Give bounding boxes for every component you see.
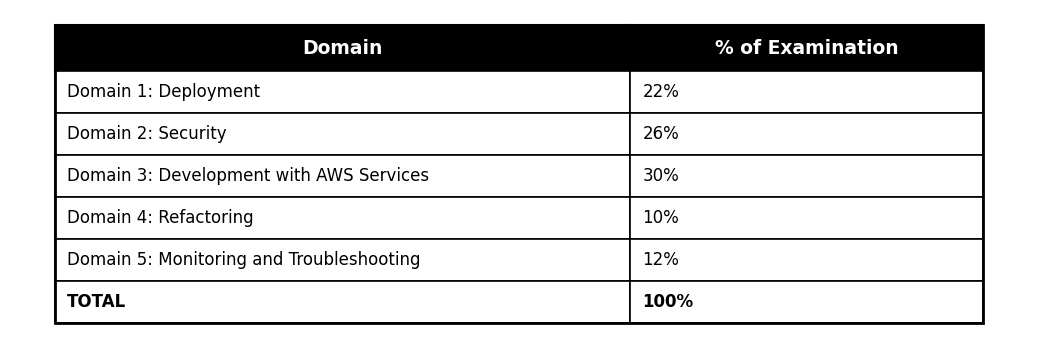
Text: Domain 5: Monitoring and Troubleshooting: Domain 5: Monitoring and Troubleshooting — [67, 251, 420, 269]
Bar — [630, 71, 983, 113]
Text: 100%: 100% — [643, 293, 693, 311]
Bar — [55, 239, 630, 281]
Bar — [55, 113, 630, 155]
Bar — [55, 25, 630, 71]
Text: Domain 3: Development with AWS Services: Domain 3: Development with AWS Services — [67, 167, 429, 185]
Text: Domain 1: Deployment: Domain 1: Deployment — [67, 83, 261, 101]
Text: TOTAL: TOTAL — [67, 293, 127, 311]
Text: % of Examination: % of Examination — [715, 39, 899, 58]
Bar — [630, 155, 983, 197]
Text: 26%: 26% — [643, 125, 679, 143]
Bar — [630, 239, 983, 281]
Text: Domain 2: Security: Domain 2: Security — [67, 125, 226, 143]
Bar — [630, 281, 983, 323]
Bar — [630, 25, 983, 71]
Text: 30%: 30% — [643, 167, 679, 185]
Text: 10%: 10% — [643, 209, 679, 227]
Bar — [55, 281, 630, 323]
Text: Domain: Domain — [302, 39, 383, 58]
Bar — [55, 71, 630, 113]
Text: 12%: 12% — [643, 251, 679, 269]
Text: Domain 4: Refactoring: Domain 4: Refactoring — [67, 209, 253, 227]
Bar — [630, 197, 983, 239]
Text: 22%: 22% — [643, 83, 679, 101]
Bar — [55, 197, 630, 239]
Bar — [55, 25, 983, 323]
Bar — [55, 155, 630, 197]
Bar — [630, 113, 983, 155]
